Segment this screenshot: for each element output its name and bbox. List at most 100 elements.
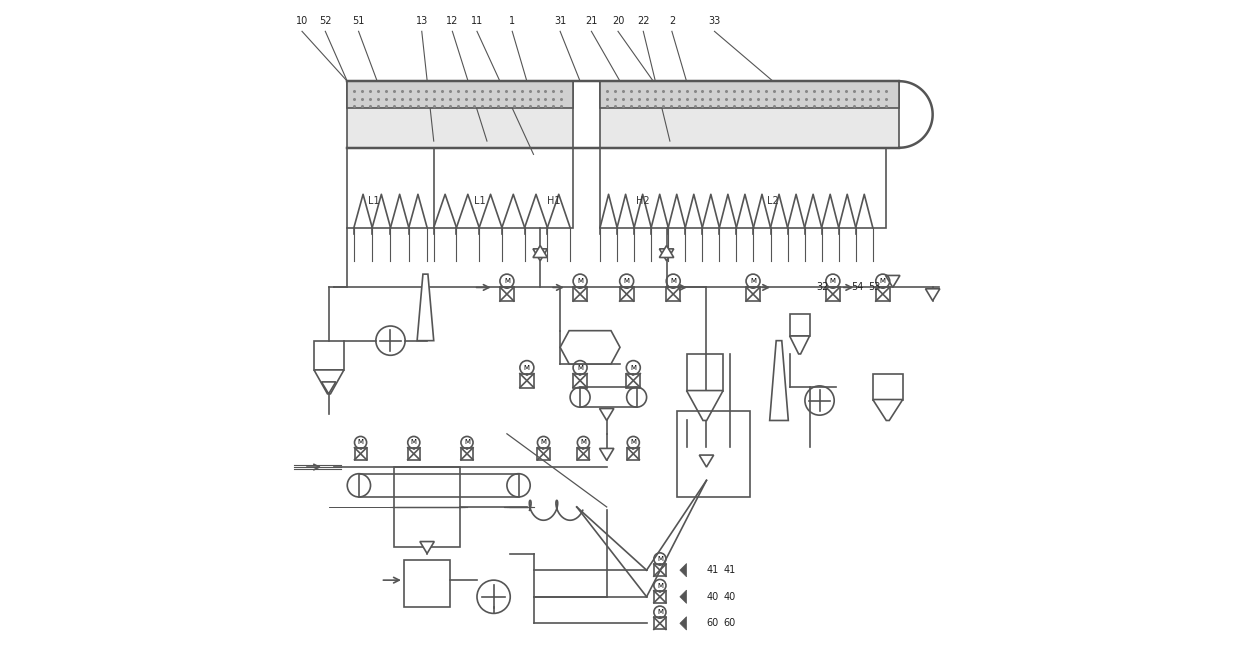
Text: 31: 31 [554, 16, 567, 26]
Polygon shape [560, 331, 620, 364]
Bar [500, 287, 513, 301]
Bar [578, 448, 589, 460]
Text: H2: H2 [636, 196, 650, 206]
Polygon shape [873, 399, 903, 420]
Polygon shape [770, 341, 789, 420]
Text: M: M [357, 440, 363, 446]
Bar [626, 373, 640, 387]
Text: M: M [464, 440, 470, 446]
Text: M: M [630, 440, 636, 446]
Text: M: M [879, 278, 885, 284]
Text: 41: 41 [707, 565, 719, 575]
Bar [580, 387, 636, 407]
Bar [404, 560, 450, 607]
Text: M: M [523, 365, 529, 371]
Text: 12: 12 [446, 16, 459, 26]
Bar [653, 564, 666, 576]
Polygon shape [321, 382, 336, 394]
Text: M: M [577, 365, 583, 371]
Bar [687, 354, 723, 391]
Bar [627, 448, 640, 460]
Bar [620, 287, 634, 301]
Text: M: M [624, 278, 630, 284]
Text: 41: 41 [723, 565, 735, 575]
Text: 22: 22 [637, 16, 650, 26]
Text: 40: 40 [723, 592, 735, 602]
Bar [600, 81, 899, 148]
Text: 60: 60 [723, 619, 735, 629]
Text: 13: 13 [415, 16, 428, 26]
Polygon shape [314, 370, 343, 394]
Bar [408, 448, 420, 460]
Polygon shape [790, 336, 810, 354]
Polygon shape [599, 448, 614, 460]
Polygon shape [680, 590, 687, 603]
Bar [573, 287, 587, 301]
Text: 53: 53 [868, 283, 880, 293]
Text: M: M [541, 440, 547, 446]
Text: M: M [657, 556, 663, 562]
Bar [347, 81, 573, 148]
Bar [520, 373, 534, 387]
Polygon shape [417, 274, 434, 341]
Bar [600, 81, 899, 108]
Polygon shape [533, 249, 547, 261]
Bar [358, 474, 518, 497]
Text: 54: 54 [852, 283, 864, 293]
Bar [790, 314, 810, 336]
Text: 2: 2 [668, 16, 675, 26]
Text: 32: 32 [816, 283, 828, 293]
Text: 60: 60 [707, 619, 719, 629]
Text: L1: L1 [368, 196, 379, 206]
Polygon shape [885, 275, 900, 287]
Text: L2: L2 [768, 196, 779, 206]
Polygon shape [680, 617, 687, 630]
Bar [573, 373, 587, 387]
Text: M: M [503, 278, 510, 284]
Text: M: M [657, 609, 663, 615]
Text: 10: 10 [296, 16, 309, 26]
Text: L1: L1 [475, 196, 486, 206]
Polygon shape [680, 564, 687, 576]
Bar [600, 148, 887, 228]
Text: M: M [657, 582, 663, 589]
Bar [677, 411, 750, 497]
Bar [537, 448, 549, 460]
Polygon shape [599, 409, 614, 420]
Text: 1: 1 [510, 16, 516, 26]
Text: 21: 21 [585, 16, 598, 26]
Polygon shape [660, 249, 673, 261]
Text: M: M [830, 278, 836, 284]
Bar [314, 341, 343, 370]
Polygon shape [533, 246, 547, 257]
Bar [347, 148, 573, 228]
Bar [461, 448, 472, 460]
Bar [826, 287, 839, 301]
Text: M: M [410, 440, 417, 446]
Text: 11: 11 [471, 16, 484, 26]
Text: 51: 51 [352, 16, 365, 26]
Text: M: M [670, 278, 676, 284]
Text: M: M [577, 278, 583, 284]
Polygon shape [687, 391, 723, 420]
Bar [875, 287, 890, 301]
Text: M: M [630, 365, 636, 371]
Polygon shape [699, 455, 714, 467]
Polygon shape [420, 542, 434, 554]
Text: M: M [750, 278, 756, 284]
Polygon shape [925, 289, 940, 301]
Bar [873, 374, 903, 399]
Bar [653, 591, 666, 603]
Bar [355, 448, 367, 460]
Bar [746, 287, 760, 301]
Text: H1: H1 [547, 196, 560, 206]
Bar [666, 287, 681, 301]
Bar [653, 617, 666, 629]
Polygon shape [660, 246, 673, 257]
Bar [394, 467, 460, 547]
Text: M: M [580, 440, 587, 446]
Text: 52: 52 [319, 16, 331, 26]
Text: 20: 20 [611, 16, 624, 26]
Text: 33: 33 [708, 16, 720, 26]
Text: 40: 40 [707, 592, 719, 602]
